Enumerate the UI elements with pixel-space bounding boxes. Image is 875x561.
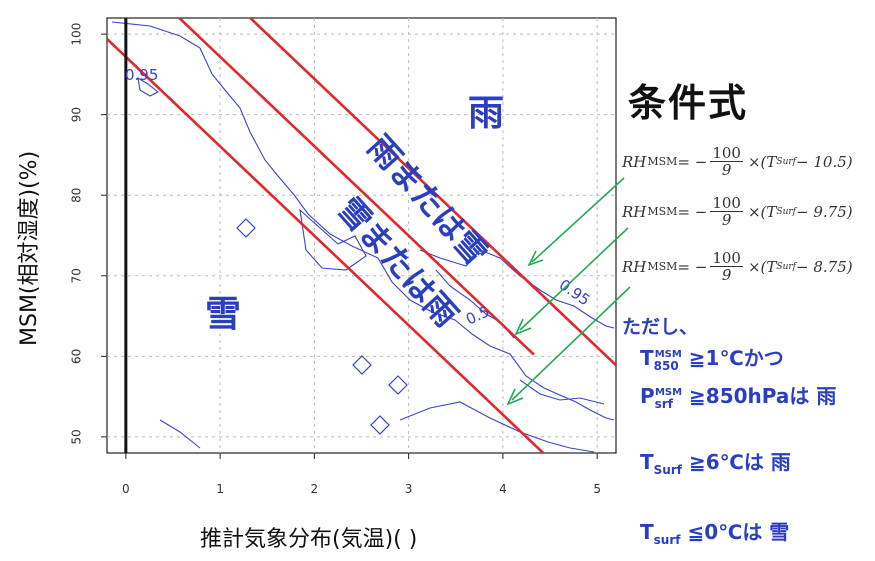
x-axis-title: 推計気象分布(気温)( ) [200,527,417,552]
condition-1: T850MSM ≧1℃かつ [640,342,784,373]
x-ticks: 0 1 2 3 4 5 [122,453,601,496]
x-tick-label: 2 [311,482,319,496]
contour-path [519,379,605,405]
threshold-line-1 [248,18,616,367]
condition-1-text: ≧1℃かつ [688,346,784,370]
formula-3-eq: = − [677,257,708,276]
contour-path [137,76,160,97]
formula-3-rest: ×(T [747,257,777,276]
contour-diamond [352,355,372,375]
formula-3-tail: − 8.75) [796,257,853,276]
formula-2-den: 9 [721,211,732,229]
condition-1-var: T [640,346,654,370]
formula-3-sup: MSM [647,260,678,273]
condition-3-sub: Surf [653,463,682,477]
x-tick-label: 4 [499,482,507,496]
formula-2-rest: ×(T [747,202,777,221]
condition-4-sub: surf [653,533,681,547]
condition-2-var: P [640,384,655,408]
threshold-lines [107,18,616,453]
formula-1-rest: ×(T [747,152,777,171]
region-snow: 雪 [205,294,241,335]
formula-1-num: 100 [710,144,743,162]
formula-1-lhs: RH [622,152,647,171]
contour-path [299,208,367,271]
arrow-2 [519,227,629,331]
formula-3-lhs: RH [622,257,647,276]
formula-3-sub: Surf [776,261,797,272]
panel-title: 条件式 [628,81,749,125]
condition-2-sup: MSM [654,387,683,399]
condition-4: Tsurf ≦0℃は 雪 [640,516,789,547]
y-tick-label: 90 [70,107,84,122]
formula-2-eq: = − [677,202,708,221]
arrow-1-head [527,250,544,267]
x-tick-label: 3 [405,482,413,496]
formula-1-sub: Surf [776,156,797,167]
formula-1-sup: MSM [647,155,678,168]
contour-diamond [236,218,256,238]
formula-1-den: 9 [721,161,732,179]
condition-4-text: ≦0℃は 雪 [687,520,790,544]
y-axis-title: MSM(相対湿度)(%) [17,151,42,346]
threshold-line-3 [107,38,546,453]
arrow-3 [511,286,631,401]
y-tick-label: 50 [70,429,84,444]
formula-3-num: 100 [710,249,743,267]
contour-path [111,21,615,421]
y-tick-label: 80 [70,188,84,203]
formula-2: RH MSM = − 100 9 ×(T Surf − 9.75) [622,195,853,228]
formula-1-fraction: 100 9 [710,145,743,178]
condition-3: TSurf ≧6℃は 雨 [640,446,791,477]
condition-2-text: ≧850hPaは 雨 [689,384,837,408]
x-tick-label: 5 [593,482,601,496]
formula-1: RH MSM = − 100 9 ×(T Surf − 10.5) [622,145,853,178]
formula-3-den: 9 [721,266,732,284]
arrow-1 [531,177,625,263]
condition-3-var: T [640,450,654,474]
arrow-2-head [514,318,532,336]
threshold-line-2 [177,18,535,356]
condition-2-sub: srf [654,397,673,411]
formula-arrows [506,177,631,406]
y-ticks: 50 60 70 80 90 100 [70,23,107,445]
condition-2: PsrfMSM ≧850hPaは 雨 [640,380,836,411]
contour-diamond [370,415,390,435]
plot-frame [106,17,617,454]
formula-2-tail: − 9.75) [796,202,853,221]
y-tick-label: 100 [70,23,84,46]
formula-1-eq: = − [677,152,708,171]
y-tick-label: 60 [70,349,84,364]
contour-diamond [388,375,408,395]
region-rain: 雨 [468,93,504,134]
condition-4-var: T [640,520,654,544]
formula-2-num: 100 [710,194,743,212]
condition-1-sup: MSM [654,349,682,361]
condition-3-text: ≧6℃は 雨 [688,450,791,474]
condition-1-sub: 850 [653,359,679,373]
formula-3: RH MSM = − 100 9 ×(T Surf − 8.75) [622,250,853,283]
formula-2-sup: MSM [647,205,678,218]
arrow-3-head [506,388,524,406]
note-intro: ただし、 [622,316,699,338]
contour-label-0-95-top: 0.95 [125,66,158,84]
formula-3-fraction: 100 9 [710,250,743,283]
formula-1-tail: − 10.5) [796,152,853,171]
contour-path [159,419,201,449]
formula-2-lhs: RH [622,202,647,221]
x-tick-label: 0 [122,482,130,496]
formula-2-fraction: 100 9 [710,195,743,228]
y-tick-label: 70 [70,268,84,283]
x-tick-label: 1 [216,482,224,496]
contour-path [399,401,595,453]
formula-2-sub: Surf [776,206,797,217]
